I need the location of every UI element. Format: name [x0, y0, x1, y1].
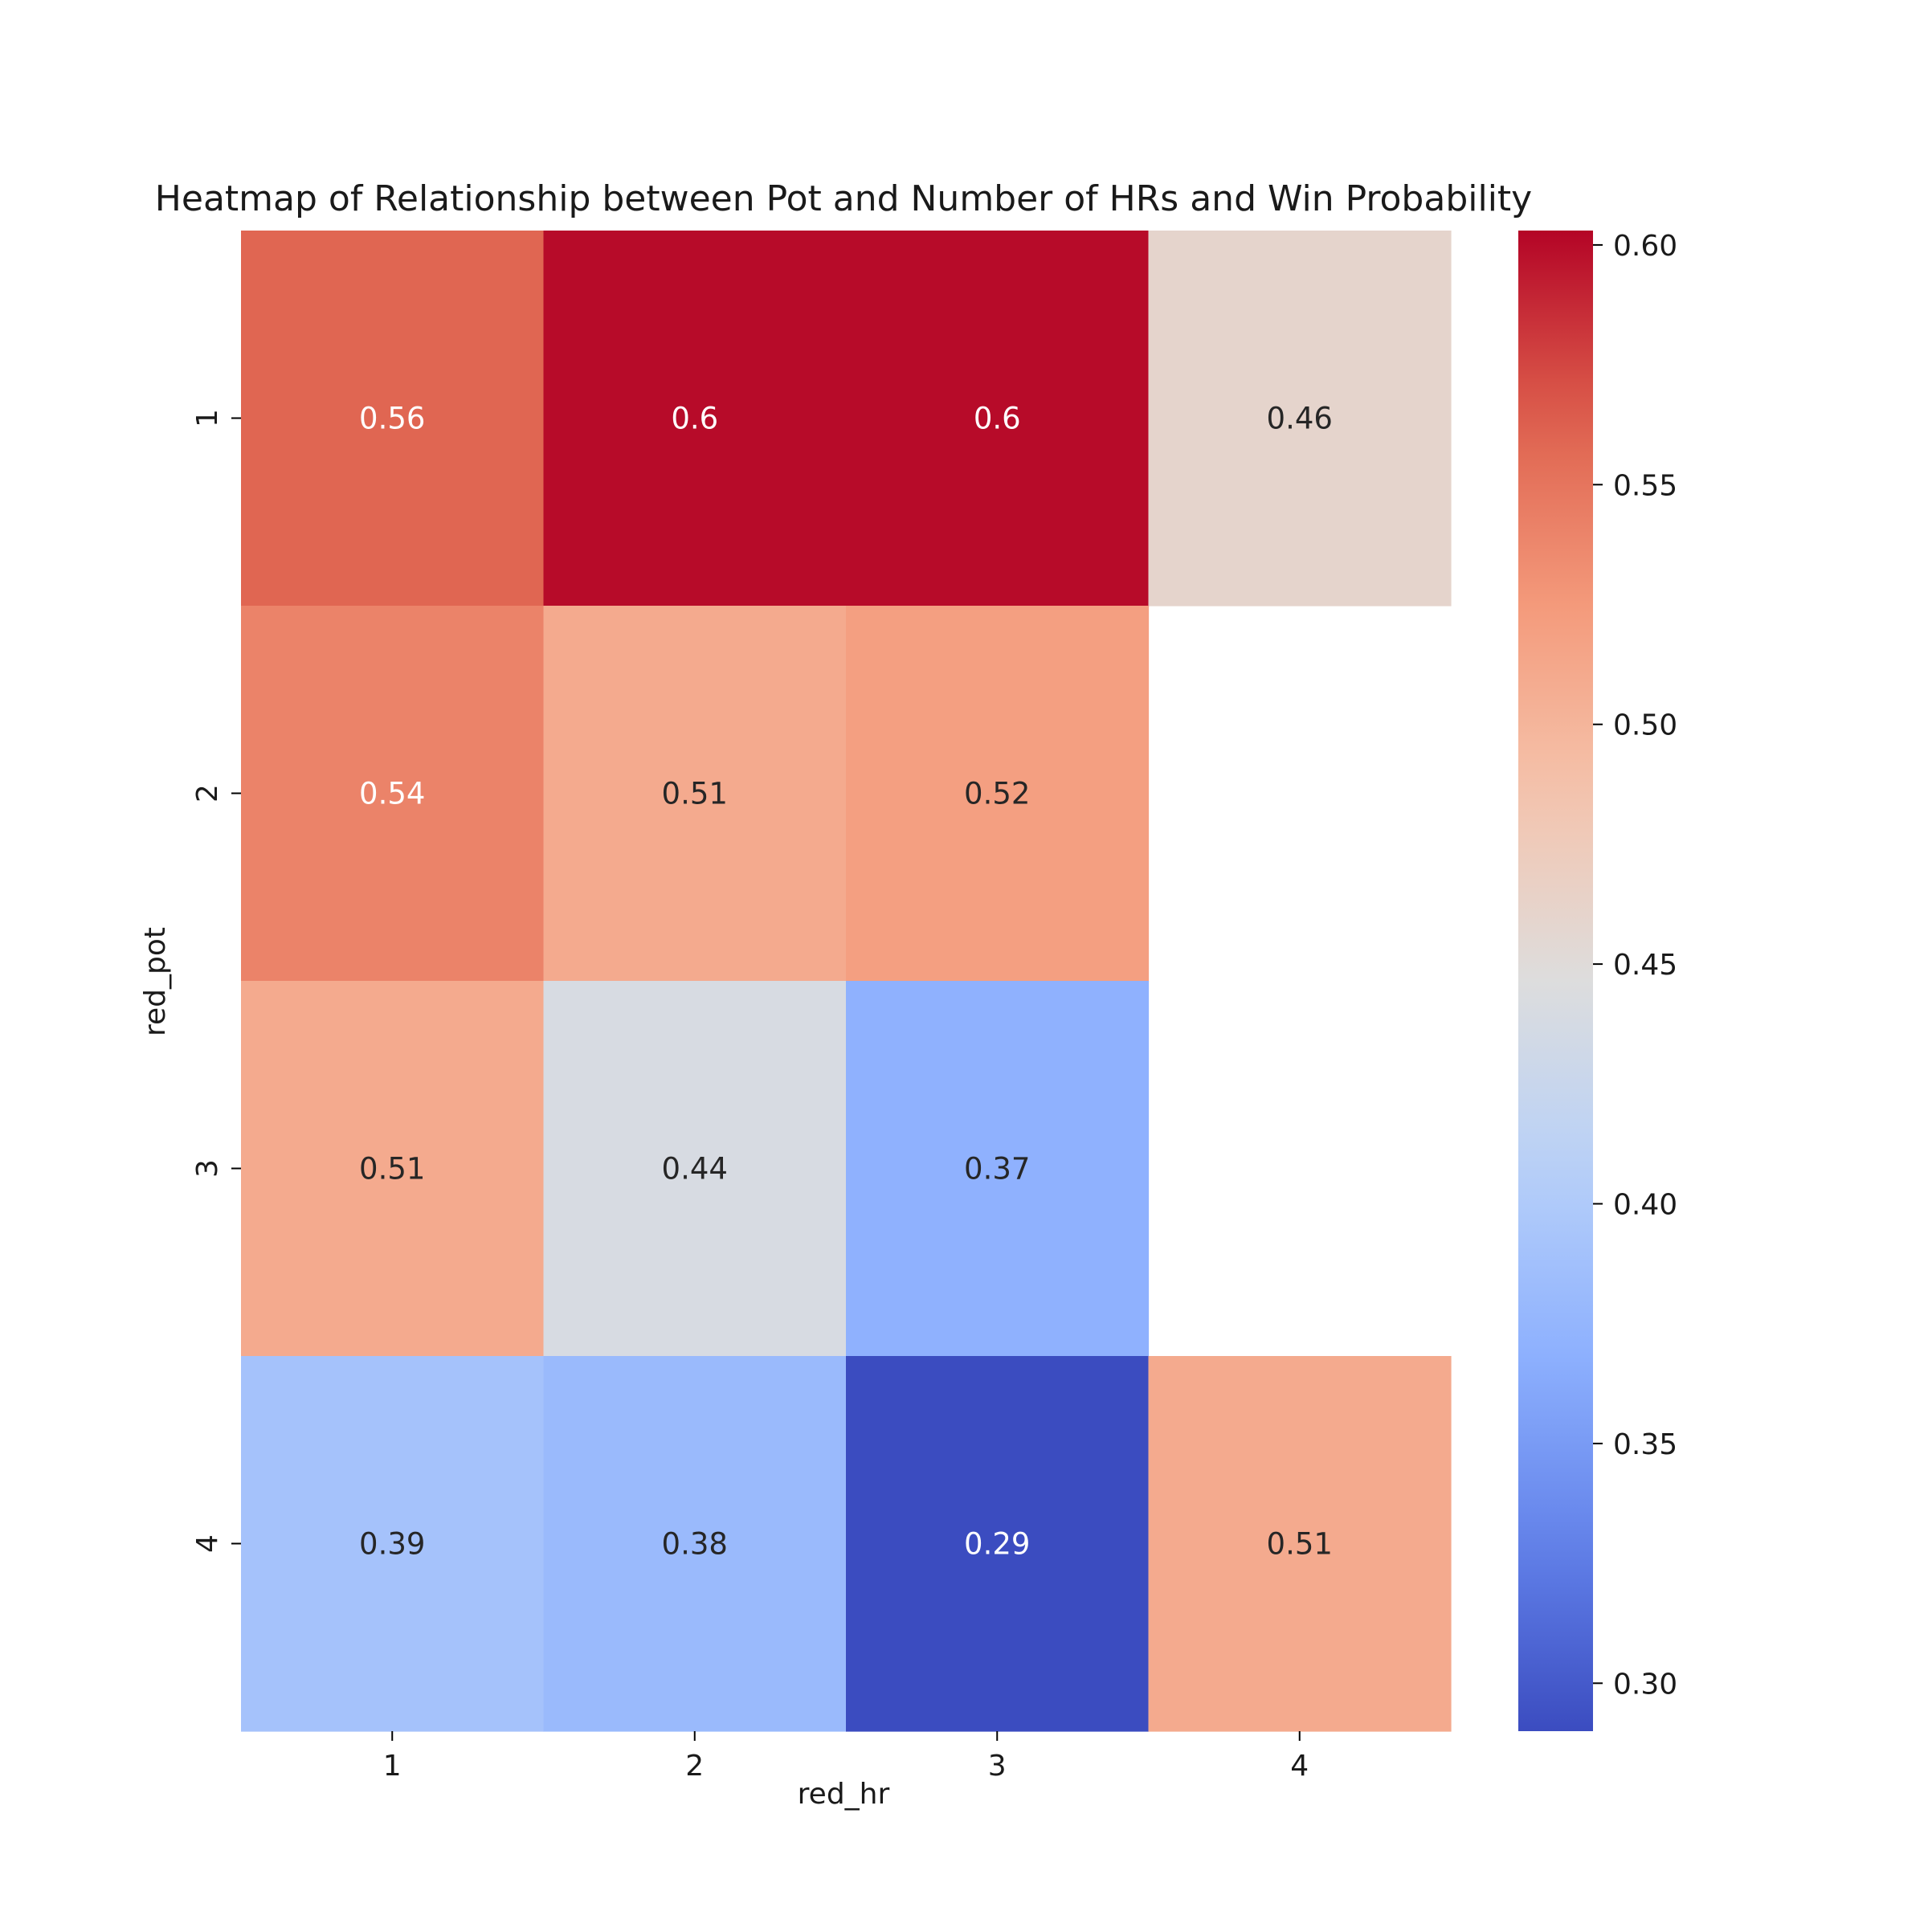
- heatmap-cells: [241, 231, 1452, 1732]
- cell-value-label: 0.51: [1267, 1527, 1333, 1562]
- cell-value-label: 0.51: [359, 1152, 425, 1187]
- y-tick-label: 2: [191, 784, 224, 803]
- x-tick-label: 1: [383, 1750, 402, 1783]
- cell-value-label: 0.6: [974, 402, 1021, 436]
- heatmap-cell: [241, 606, 545, 982]
- colorbar-tick-label: 0.55: [1613, 469, 1677, 502]
- cell-value-label: 0.38: [662, 1527, 728, 1562]
- colorbar-tick-label: 0.60: [1613, 230, 1677, 263]
- heatmap-cell: [543, 231, 847, 607]
- cell-value-label: 0.29: [964, 1527, 1030, 1562]
- cell-value-label: 0.46: [1267, 402, 1333, 436]
- heatmap-cell: [846, 981, 1150, 1357]
- cell-value-label: 0.54: [359, 777, 425, 811]
- x-tick-label: 3: [988, 1750, 1007, 1783]
- colorbar-ticks: 0.30 0.35 0.40 0.45 0.50 0.55 0.60: [1593, 230, 1677, 1701]
- y-tick-label: 3: [191, 1159, 224, 1178]
- x-axis-label: red_hr: [798, 1778, 890, 1811]
- cell-value-label: 0.56: [359, 402, 425, 436]
- y-tick-label: 4: [191, 1534, 224, 1553]
- cell-value-label: 0.39: [359, 1527, 425, 1562]
- y-tick-label: 1: [191, 409, 224, 427]
- colorbar-gradient: [1518, 231, 1593, 1731]
- heatmap-cell: [241, 231, 545, 607]
- heatmap-cell: [846, 606, 1150, 982]
- colorbar-tick-label: 0.45: [1613, 949, 1677, 982]
- heatmap-cell: [241, 1356, 545, 1732]
- heatmap-cell: [846, 1356, 1150, 1732]
- x-tick-label: 4: [1290, 1750, 1309, 1783]
- heatmap-cell: [241, 981, 545, 1357]
- heatmap-cell: [543, 606, 847, 982]
- chart-title: Heatmap of Relationship between Pot and …: [155, 178, 1532, 219]
- cell-value-label: 0.44: [662, 1152, 728, 1187]
- x-axis: 1 2 3 4: [383, 1731, 1309, 1783]
- colorbar-tick-label: 0.30: [1613, 1668, 1677, 1701]
- y-axis-label: red_pot: [139, 927, 172, 1036]
- heatmap-cell: [543, 981, 847, 1357]
- heatmap-cell: [1148, 231, 1452, 607]
- colorbar-tick-label: 0.50: [1613, 709, 1677, 742]
- y-axis: 1 2 3 4: [191, 409, 241, 1553]
- heatmap-cell: [1148, 1356, 1452, 1732]
- cell-value-label: 0.52: [964, 777, 1030, 811]
- colorbar-tick-label: 0.35: [1613, 1428, 1677, 1461]
- x-tick-label: 2: [685, 1750, 704, 1783]
- cell-value-label: 0.6: [671, 402, 718, 436]
- heatmap-cell-labels: 0.56 0.6 0.6 0.46 0.54 0.51 0.52 0.51 0.44 0.37 0.…: [359, 402, 1333, 1562]
- heatmap-cell: [543, 1356, 847, 1732]
- cell-value-label: 0.37: [964, 1152, 1030, 1187]
- colorbar: 0.30 0.35 0.40 0.45 0.50 0.55 0.60: [1518, 230, 1677, 1731]
- cell-value-label: 0.51: [662, 777, 728, 811]
- heatmap-cell: [846, 231, 1150, 607]
- colorbar-tick-label: 0.40: [1613, 1189, 1677, 1222]
